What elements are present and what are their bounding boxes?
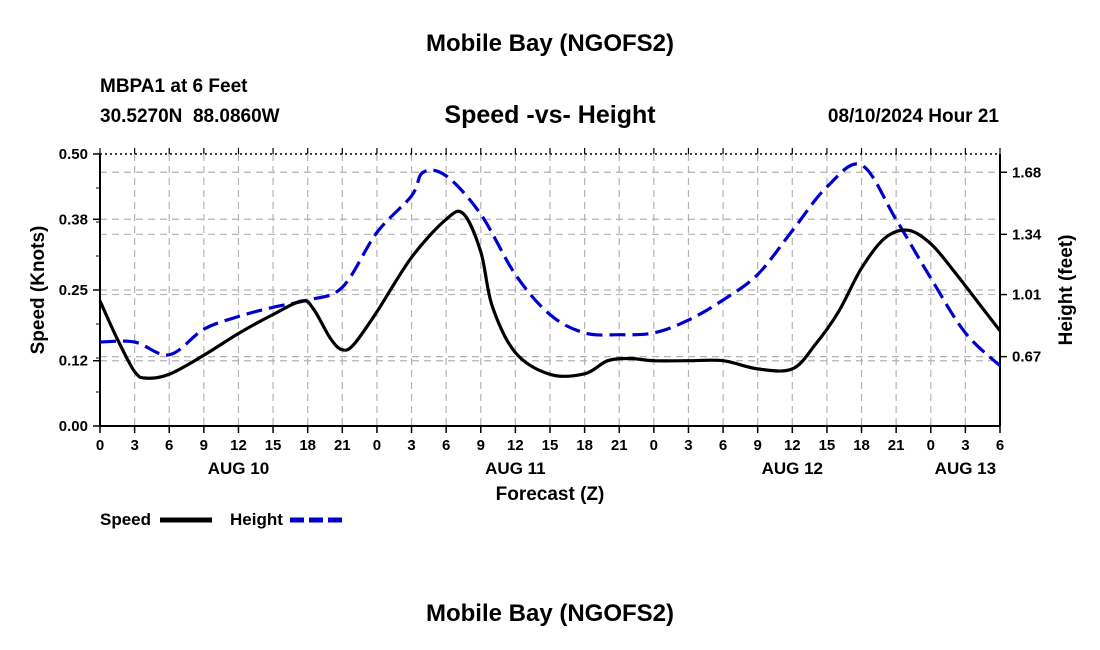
x-tick-label: 0 xyxy=(927,437,935,454)
x-tick-label: 3 xyxy=(961,437,969,454)
x-tick-label: 6 xyxy=(996,437,1004,454)
x-tick-label: 3 xyxy=(684,437,692,454)
x-tick-label: 12 xyxy=(507,437,524,454)
x-tick-label: 12 xyxy=(784,437,801,454)
x-tick-label: 0 xyxy=(650,437,658,454)
x-tick-label: 0 xyxy=(96,437,104,454)
legend-label-speed: Speed xyxy=(100,510,151,529)
y-right-tick-label: 1.01 xyxy=(1012,287,1041,304)
x-tick-label: 21 xyxy=(334,437,351,454)
y-left-axis-title: Speed (Knots) xyxy=(28,226,49,355)
series-layer xyxy=(98,162,1002,380)
y-right-tick-label: 0.67 xyxy=(1012,349,1041,366)
x-tick-label: 3 xyxy=(407,437,415,454)
x-tick-label: 18 xyxy=(299,437,316,454)
x-tick-label: 3 xyxy=(130,437,138,454)
y-left-tick-label: 0.12 xyxy=(59,353,88,370)
x-date-label: AUG 11 xyxy=(485,459,545,478)
x-tick-label: 6 xyxy=(165,437,173,454)
grid xyxy=(100,153,1000,426)
series-line-height xyxy=(99,162,1002,367)
series-line-speed xyxy=(98,209,1002,380)
x-date-label: AUG 12 xyxy=(762,459,823,478)
station-label: MBPA1 at 6 Feet xyxy=(100,76,248,97)
x-tick-label: 21 xyxy=(611,437,628,454)
x-tick-label: 15 xyxy=(542,437,559,454)
x-tick-label: 18 xyxy=(853,437,870,454)
axes: 0 3 6 9 12 15 18 21 0 3 6 9 12 15 18 21 0 3 6 9 12 15 18 21 0 3 6A… xyxy=(28,146,1077,505)
chart-title: Mobile Bay (NGOFS2) xyxy=(425,30,675,57)
legend-label-height: Height xyxy=(230,510,283,529)
chart-subtitle: Speed -vs- Height xyxy=(444,101,656,129)
y-left-tick-label: 0.25 xyxy=(59,282,88,299)
x-tick-label: 21 xyxy=(888,437,905,454)
footer-title: Mobile Bay (NGOFS2) xyxy=(425,600,675,627)
x-tick-label: 9 xyxy=(477,437,485,454)
x-tick-label: 18 xyxy=(576,437,593,454)
y-left-tick-label: 0.38 xyxy=(59,211,88,228)
x-tick-label: 0 xyxy=(373,437,381,454)
y-left-tick-label: 0.00 xyxy=(59,418,88,435)
y-right-axis-title: Height (feet) xyxy=(1056,235,1077,346)
forecast-datetime: 08/10/2024 Hour 21 xyxy=(827,106,999,127)
x-date-label: AUG 10 xyxy=(208,459,269,478)
x-tick-label: 9 xyxy=(200,437,208,454)
x-tick-label: 15 xyxy=(265,437,282,454)
x-date-label: AUG 13 xyxy=(935,459,996,478)
x-tick-label: 12 xyxy=(230,437,247,454)
x-axis-title: Forecast (Z) xyxy=(496,484,605,505)
x-tick-label: 9 xyxy=(754,437,762,454)
legend: Speed Height xyxy=(100,510,343,529)
y-left-tick-label: 0.50 xyxy=(59,146,88,163)
x-tick-label: 6 xyxy=(719,437,727,454)
coordinates-label: 30.5270N 88.0860W xyxy=(100,106,280,127)
y-right-tick-label: 1.34 xyxy=(1012,226,1042,243)
y-right-tick-label: 1.68 xyxy=(1012,164,1041,181)
x-tick-label: 6 xyxy=(442,437,450,454)
x-tick-label: 15 xyxy=(819,437,836,454)
